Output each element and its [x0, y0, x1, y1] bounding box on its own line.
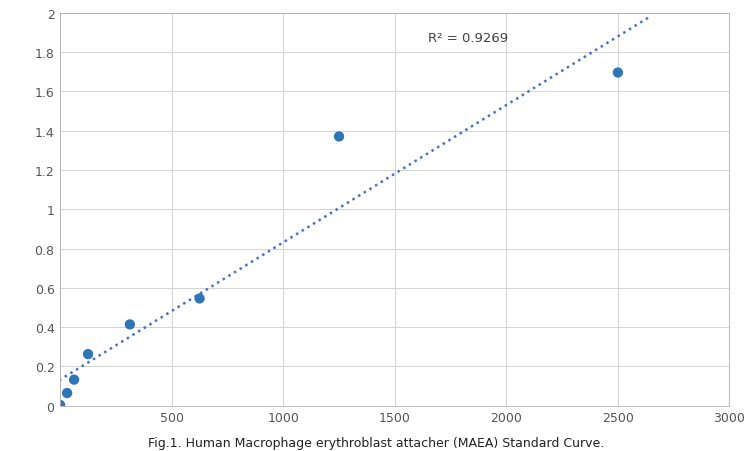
- Point: [68, 376, 80, 383]
- Point: [124, 321, 136, 328]
- Point: [333, 133, 345, 141]
- Text: Fig.1. Human Macrophage erythroblast attacher (MAEA) Standard Curve.: Fig.1. Human Macrophage erythroblast att…: [148, 437, 604, 450]
- Point: [193, 295, 205, 302]
- Point: [54, 401, 66, 409]
- Point: [61, 390, 73, 397]
- Point: [82, 351, 94, 358]
- Point: [612, 70, 624, 77]
- Text: R² = 0.9269: R² = 0.9269: [429, 32, 508, 45]
